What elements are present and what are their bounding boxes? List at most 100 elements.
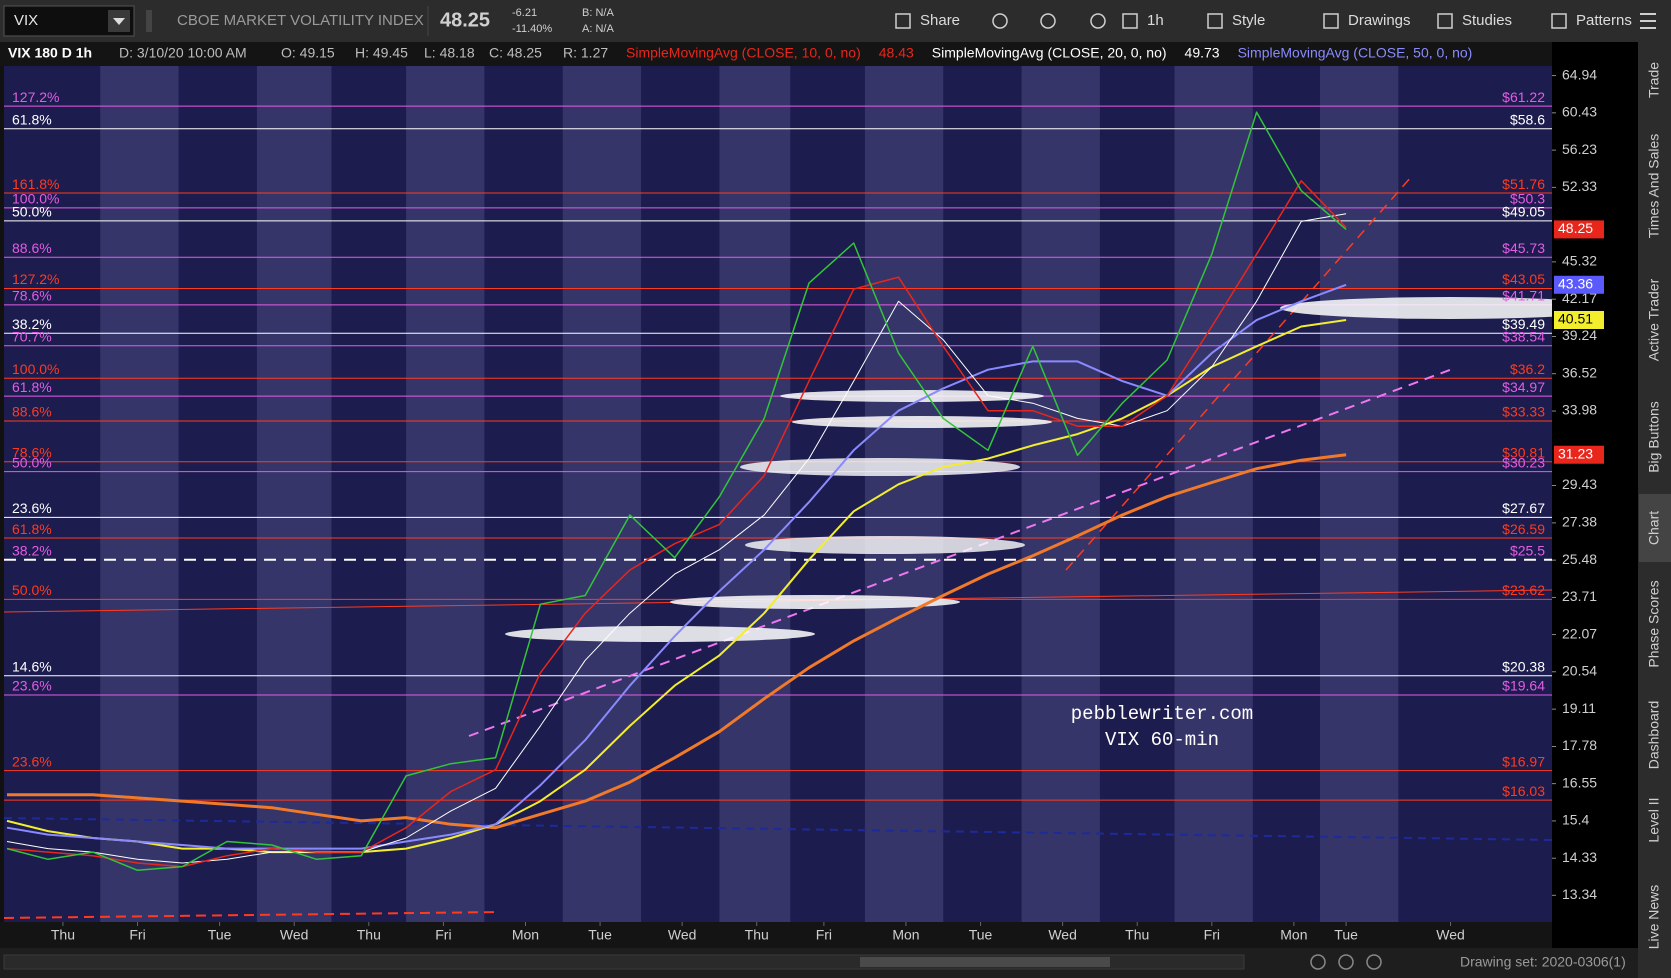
sidebar-tab[interactable]: Big Buttons <box>1646 401 1662 473</box>
toolbar-icon[interactable] <box>992 13 1008 29</box>
sidebar-tab[interactable]: Phase Scores <box>1646 580 1662 667</box>
level-price: $30.23 <box>1502 454 1545 470</box>
price-badge-label: 43.36 <box>1558 275 1593 291</box>
info-item: R: 1.27 <box>563 45 608 61</box>
net-change: -6.21 <box>512 7 537 19</box>
zoom-out-button[interactable] <box>1366 954 1382 970</box>
y-tick-label: 19.11 <box>1562 700 1596 716</box>
level-price: $61.22 <box>1502 89 1545 105</box>
x-tick-label: Fri <box>435 927 451 943</box>
percent-change: -11.40% <box>512 23 552 35</box>
trend-line <box>468 367 1456 737</box>
toolbar-icon[interactable] <box>895 13 911 29</box>
day-stripe <box>1174 66 1253 922</box>
y-tick-label: 42.17 <box>1562 290 1597 306</box>
price-badge-label: 40.51 <box>1558 311 1593 327</box>
y-tick-label: 56.23 <box>1562 141 1597 157</box>
price-axis <box>1552 42 1638 948</box>
level-price: $58.6 <box>1510 111 1545 127</box>
highlight-ellipse <box>792 416 1052 428</box>
time-axis <box>0 922 1552 948</box>
highlight-ellipse <box>740 458 1020 476</box>
study-legend: SimpleMovingAvg (CLOSE, 20, 0, no) <box>932 45 1167 61</box>
link-icon[interactable] <box>146 10 152 32</box>
y-tick-label: 39.24 <box>1562 327 1597 343</box>
y-tick-label: 52.33 <box>1562 178 1597 194</box>
trend-line <box>1065 175 1413 571</box>
level-price: $38.54 <box>1502 329 1545 345</box>
price-badge <box>1554 275 1604 294</box>
y-tick-label: 29.43 <box>1562 476 1597 492</box>
y-tick-label: 14.33 <box>1562 849 1597 865</box>
price-badge <box>1554 310 1604 329</box>
y-tick-label: 36.52 <box>1562 364 1597 380</box>
x-tick-label: Thu <box>1125 927 1149 943</box>
level-ratio: 23.6% <box>12 753 52 769</box>
level-ratio: 14.6% <box>12 659 52 675</box>
sidebar-tab[interactable]: Level II <box>1646 797 1662 842</box>
toolbar-icon[interactable] <box>1040 13 1056 29</box>
sidebar-tab[interactable]: Live News <box>1646 885 1662 950</box>
day-stripe <box>719 66 791 922</box>
y-tick-label: 25.48 <box>1562 551 1597 567</box>
level-ratio: 23.6% <box>12 500 52 516</box>
sidebar-tab[interactable]: Active Trader <box>1646 278 1662 361</box>
series-line <box>7 453 1347 830</box>
level-price: $30.81 <box>1502 444 1545 460</box>
level-price: $49.05 <box>1502 204 1545 220</box>
toolbar-button[interactable]: Patterns <box>1576 12 1632 29</box>
sidebar-tab[interactable]: Chart <box>1646 511 1662 545</box>
toolbar-icon[interactable] <box>1090 13 1106 29</box>
x-tick-label: Mon <box>1280 927 1307 943</box>
study-symbol: VIX 180 D 1h <box>8 45 92 61</box>
level-ratio: 161.8% <box>12 176 59 192</box>
toolbar-icon[interactable] <box>1437 13 1453 29</box>
dropdown-arrow <box>113 18 125 25</box>
toolbar-icon[interactable] <box>1122 13 1138 29</box>
sidebar-tab[interactable]: Times And Sales <box>1646 134 1662 239</box>
x-tick-label: Tue <box>969 927 993 943</box>
sidebar-tab[interactable]: Trade <box>1646 62 1662 98</box>
info-item: L: 48.18 <box>424 45 475 61</box>
toolbar-button[interactable]: Studies <box>1462 12 1512 29</box>
level-price: $16.03 <box>1502 783 1545 799</box>
x-tick-label: Fri <box>129 927 145 943</box>
toolbar-button[interactable]: Share <box>920 12 960 29</box>
toolbar-icon[interactable] <box>1551 13 1567 29</box>
scrollbar-thumb[interactable] <box>860 957 1110 967</box>
level-ratio: 88.6% <box>12 404 52 420</box>
series-line <box>6 283 1347 850</box>
toolbar-button[interactable]: 1h <box>1147 12 1164 29</box>
day-stripe <box>1021 66 1100 922</box>
sidebar-tab[interactable]: Dashboard <box>1646 701 1662 770</box>
trend-line <box>4 911 501 919</box>
level-ratio: 23.6% <box>12 678 52 694</box>
level-price: $20.38 <box>1502 659 1545 675</box>
info-item: C: 48.25 <box>489 45 542 61</box>
drawing-set[interactable]: Drawing set: 2020-0306(1) <box>1460 954 1626 970</box>
trend-line <box>4 817 1552 841</box>
series-line <box>6 180 1347 868</box>
level-ratio: 100.0% <box>12 361 59 377</box>
level-ratio: 50.0% <box>12 582 52 598</box>
x-tick-label: Mon <box>892 927 919 943</box>
toolbar-icon[interactable] <box>1207 13 1223 29</box>
toolbar-icon[interactable] <box>1323 13 1339 29</box>
zoom-button[interactable] <box>1310 954 1326 970</box>
toolbar-button[interactable]: Style <box>1232 12 1265 29</box>
highlight-ellipse <box>745 536 1025 554</box>
day-stripe <box>406 66 485 922</box>
x-tick-label: Wed <box>280 927 309 943</box>
y-tick-label: 13.34 <box>1562 886 1597 902</box>
menu-icon[interactable] <box>1640 13 1656 29</box>
y-tick-label: 16.55 <box>1562 774 1597 790</box>
toolbar-button[interactable]: Drawings <box>1348 12 1411 29</box>
y-tick-label: 33.98 <box>1562 402 1597 418</box>
x-tick-label: Thu <box>357 927 381 943</box>
symbol[interactable]: VIX <box>14 12 38 29</box>
zoom-in-button[interactable] <box>1338 954 1354 970</box>
y-tick-label: 15.4 <box>1562 812 1589 828</box>
symbol-description: CBOE MARKET VOLATILITY INDEX <box>177 12 424 29</box>
menu-bar <box>1640 20 1656 22</box>
